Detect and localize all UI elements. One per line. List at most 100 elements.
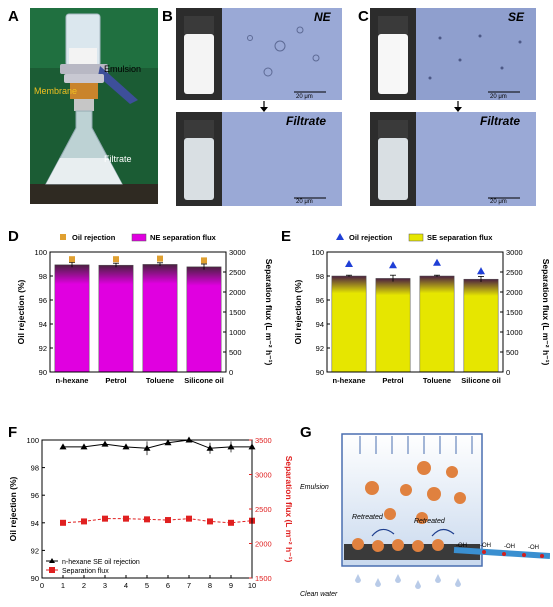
filtration-setup-photo <box>30 8 158 204</box>
rejection-marker <box>389 261 397 269</box>
retreated-left-label: Retreated <box>352 514 383 521</box>
y2-tick-label: 1500 <box>229 308 246 317</box>
x-tick-label: 7 <box>187 581 191 590</box>
rejection-marker <box>157 255 163 262</box>
x-tick-label: 1 <box>61 581 65 590</box>
legend-marker-rejection <box>336 233 344 240</box>
y-tick-label: 98 <box>316 272 324 281</box>
flux-bar <box>419 275 455 373</box>
y2-axis-label: Separation flux (L m⁻² h⁻¹) <box>541 259 551 366</box>
ne-filtrate-label: Filtrate <box>286 114 327 128</box>
category-label: Toluene <box>146 376 174 385</box>
y2-tick-label: 2500 <box>255 505 272 514</box>
y-tick-label: 90 <box>31 574 39 583</box>
flux-bar <box>331 275 367 373</box>
x-tick-label: 9 <box>229 581 233 590</box>
y-tick-label: 90 <box>316 368 324 377</box>
plot-frame <box>41 439 253 579</box>
legend-label-flux: NE separation flux <box>150 233 217 242</box>
flux-point <box>228 519 234 526</box>
ne-scale-bar-top: 20 μm <box>296 94 313 100</box>
rejection-point <box>164 439 172 446</box>
chart-d-ne-separation: n-hexane Petrol Toluene Silicone oil 90 92 94 9… <box>16 233 274 385</box>
y2-tick-label: 3500 <box>255 436 272 445</box>
rejection-line <box>63 439 252 449</box>
x-tick-label: 5 <box>145 581 149 590</box>
ne-micrograph-panel <box>176 8 342 206</box>
clean-water-label: Clean water <box>300 591 338 598</box>
legend-label-rejection: Oil rejection <box>72 233 116 242</box>
flux-bar <box>375 278 411 373</box>
panel-letter-c: C <box>358 8 369 25</box>
rejection-point <box>122 443 130 450</box>
flux-bar <box>54 264 90 373</box>
y-tick-label: 92 <box>316 344 324 353</box>
panel-letter-g: G <box>300 424 312 441</box>
chart-f-recycling: 0 1 2 3 4 5 6 7 8 9 10 90 92 94 96 98 100 1500 2000 2500 300… <box>8 436 294 590</box>
y-tick-label: 96 <box>39 296 47 305</box>
flux-line <box>62 518 253 524</box>
se-micrograph-panel <box>370 8 536 206</box>
y-tick-label: 92 <box>39 344 47 353</box>
category-label: Silicone oil <box>184 376 224 385</box>
flux-bar <box>98 264 134 373</box>
y-tick-label: 94 <box>31 519 39 528</box>
y2-tick-label: 3000 <box>229 248 246 257</box>
ne-scale-bar-bottom: 20 μm <box>296 199 313 205</box>
y2-tick-label: 0 <box>229 368 233 377</box>
category-label: Toluene <box>423 376 451 385</box>
y2-axis-label: Separation flux (L m⁻² h⁻¹) <box>264 259 274 366</box>
flux-point <box>207 518 213 525</box>
rejection-point <box>101 440 109 447</box>
y-axis-label: Oil rejection (%) <box>16 279 26 344</box>
oh-group-label-4: -OH <box>528 545 539 551</box>
flux-point <box>123 515 129 522</box>
x-tick-label: 3 <box>103 581 107 590</box>
flux-point <box>102 515 108 522</box>
y-axis-label: Oil rejection (%) <box>8 476 18 541</box>
x-tick-label: 8 <box>208 581 212 590</box>
x-tick-label: 4 <box>124 581 128 590</box>
y-tick-label: 100 <box>26 436 39 445</box>
flux-bar <box>142 264 178 373</box>
legend-marker-rejection <box>60 234 66 240</box>
category-label: Petrol <box>105 376 126 385</box>
x-tick-label: 0 <box>40 581 44 590</box>
y2-tick-label: 2000 <box>229 288 246 297</box>
schematic-emulsion-label: Emulsion <box>300 484 329 491</box>
y2-tick-label: 0 <box>506 368 510 377</box>
emulsion-label: Emulsion <box>104 64 142 74</box>
legend-swatch-flux <box>408 233 424 242</box>
legend-swatch-flux <box>131 233 147 242</box>
rejection-marker <box>113 256 119 263</box>
category-label: Silicone oil <box>461 376 501 385</box>
se-filtrate-label: Filtrate <box>480 114 521 128</box>
legend-label-flux: SE separation flux <box>427 233 493 242</box>
rejection-point <box>206 444 214 451</box>
flux-point <box>186 515 192 522</box>
separation-schematic <box>341 433 550 589</box>
x-tick-label: 10 <box>248 581 256 590</box>
y-tick-label: 100 <box>34 248 47 257</box>
rejection-marker <box>345 260 353 267</box>
x-tick-label: 6 <box>166 581 170 590</box>
y2-tick-label: 2500 <box>506 268 523 277</box>
y2-axis-label: Separation flux (L m⁻² h⁻¹) <box>284 456 294 563</box>
y-tick-label: 94 <box>316 320 324 329</box>
y2-tick-label: 1500 <box>255 574 272 583</box>
y2-tick-label: 3000 <box>255 471 272 480</box>
rejection-point <box>143 444 151 451</box>
se-scale-bar-top: 20 μm <box>490 94 507 100</box>
panel-letter-d: D <box>8 228 19 245</box>
oh-group-label-3: -OH <box>504 544 515 550</box>
se-label: SE <box>508 10 525 24</box>
y-axis-label: Oil rejection (%) <box>293 279 303 344</box>
y2-tick-label: 500 <box>506 348 519 357</box>
flux-point <box>165 517 171 524</box>
y2-tick-label: 1000 <box>229 328 246 337</box>
y2-tick-label: 1500 <box>506 308 523 317</box>
panel-letter-a: A <box>8 8 19 25</box>
rejection-marker <box>433 258 441 266</box>
rejection-marker <box>477 267 485 275</box>
y-tick-label: 92 <box>31 546 39 555</box>
